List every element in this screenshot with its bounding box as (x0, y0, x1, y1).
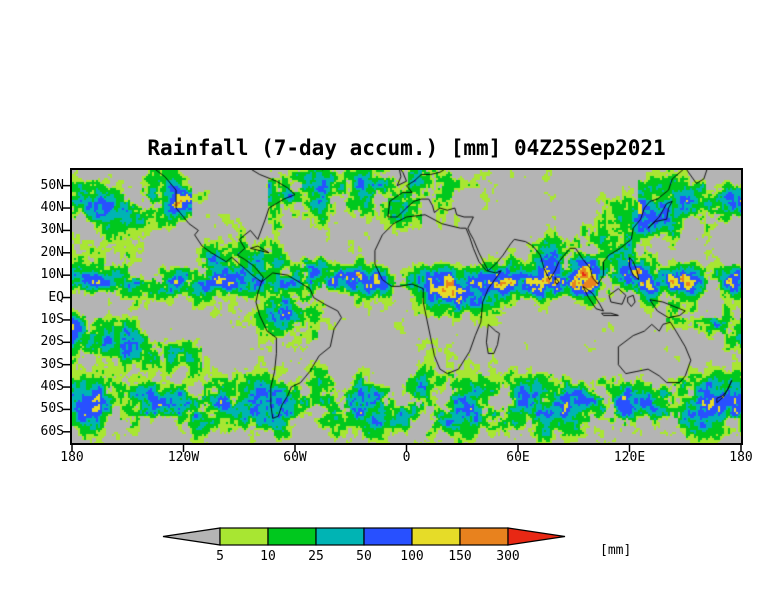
legend-above-max-arrow (507, 527, 566, 546)
legend-segment (459, 527, 509, 546)
lon-tick-label: 120E (613, 450, 646, 465)
legend-segment (219, 527, 269, 546)
lon-tick-label: 60W (283, 450, 307, 465)
lat-tick-label: 20N (40, 244, 64, 260)
lon-tick-label: 180 (729, 450, 753, 465)
lat-tick-label: 50N (40, 177, 64, 193)
rainfall-raster-canvas (72, 170, 741, 443)
lat-tick-label: 40S (40, 379, 64, 395)
lat-tick-label: 40N (40, 200, 64, 216)
lat-tick-label: 60S (40, 423, 64, 439)
lat-tick-label: 30S (40, 356, 64, 372)
legend-tick-label: 50 (356, 549, 372, 564)
lat-tick-label: 30N (40, 222, 64, 238)
lat-tick-label: 10N (40, 267, 64, 283)
legend-segment (363, 527, 413, 546)
lon-tick-label: 60E (506, 450, 530, 465)
lat-tick-label: 20S (40, 334, 64, 350)
legend-tick-label: 100 (400, 549, 423, 564)
chart-title: Rainfall (7-day accum.) [mm] 04Z25Sep202… (147, 136, 666, 160)
legend-unit-label: [mm] (600, 543, 631, 558)
map-plot-area (70, 168, 743, 445)
legend-tick-label: 300 (496, 549, 519, 564)
legend-segment (267, 527, 317, 546)
lat-tick-label: 10S (40, 311, 64, 327)
legend-segment (411, 527, 461, 546)
legend-segment (315, 527, 365, 546)
lat-tick-label: EQ (48, 289, 64, 305)
legend-below-min-arrow (162, 527, 221, 546)
lon-tick-label: 120W (167, 450, 200, 465)
legend-tick-label: 10 (260, 549, 276, 564)
lon-tick-label: 0 (402, 450, 411, 465)
legend-tick-label: 150 (448, 549, 471, 564)
color-legend: 5 10 25 50 100 150 300 [mm] (162, 527, 631, 564)
legend-tick-label: 25 (308, 549, 324, 564)
legend-tick-label: 5 (216, 549, 224, 564)
lat-tick-label: 50S (40, 401, 64, 417)
lon-tick-label: 180 (60, 450, 84, 465)
